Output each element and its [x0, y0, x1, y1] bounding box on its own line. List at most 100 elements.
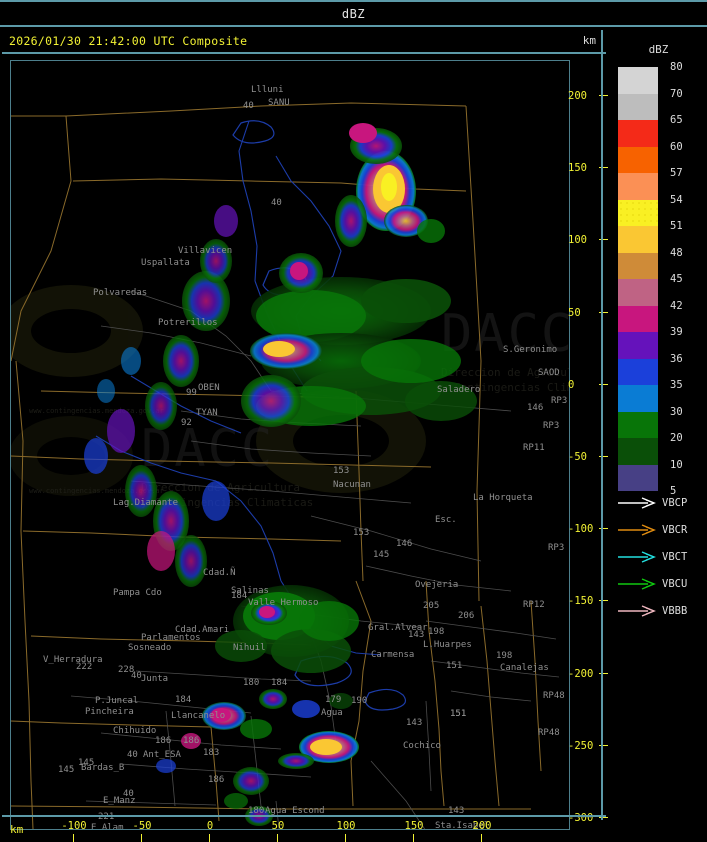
map-label: 146: [396, 539, 412, 549]
map-label: RP48: [543, 691, 565, 701]
x-axis-tick--100: -100: [54, 820, 94, 842]
dbz-swatch-45: [618, 279, 658, 306]
dbz-swatch-65: [618, 120, 658, 147]
y-axis-tick--150: -150: [568, 595, 610, 607]
vector-arrow-legend: VBCP VBCR VBCT VBCU VBBB: [610, 491, 707, 626]
map-label: 228: [118, 665, 134, 675]
arrow-icon: [618, 497, 656, 509]
dbz-swatch-35: [618, 385, 658, 412]
y-axis-tick-100: 100: [568, 234, 610, 246]
dbz-swatch-51: [618, 226, 658, 253]
map-label: RP3: [551, 396, 567, 406]
dbz-swatch-60: [618, 146, 658, 173]
map-label: 186: [155, 736, 171, 746]
arrow-legend-label: VBCR: [662, 524, 688, 536]
map-label: L.Huarpes: [423, 640, 472, 650]
map-label: 180: [248, 806, 264, 816]
map-label: 146: [527, 403, 543, 413]
x-axis-tick-200: 200: [462, 820, 502, 842]
dbz-swatch-20: [618, 438, 658, 465]
x-axis-tick--50: -50: [122, 820, 162, 842]
arrow-legend-label: VBCP: [662, 497, 688, 509]
map-label: OBEN: [198, 383, 220, 393]
dbz-label-39: 39: [670, 326, 683, 338]
map-label: Agua: [321, 708, 343, 718]
map-label: RP3: [548, 543, 564, 553]
map-label: RP48: [538, 728, 560, 738]
map-label: 183: [203, 748, 219, 758]
arrow-legend-vbcr: VBCR: [610, 518, 707, 545]
map-label: Llancanelo: [171, 711, 225, 721]
x-axis-units-label: km: [10, 823, 24, 836]
dbz-swatch-42: [618, 305, 658, 332]
arrow-legend-vbcp: VBCP: [610, 491, 707, 518]
map-label: RP3: [543, 421, 559, 431]
map-label: Pincheira: [85, 707, 134, 717]
map-label: 190: [351, 696, 367, 706]
map-label: Uspallata: [141, 258, 190, 268]
map-label: La Horquetа: [473, 493, 533, 503]
page-title: dBZ: [341, 6, 366, 21]
arrow-legend-label: VBBB: [662, 605, 688, 617]
map-label: 184: [231, 591, 247, 601]
svg-text:DACC: DACC: [441, 304, 569, 364]
radar-map-canvas[interactable]: DACC DACC Direccion de Agricultura y Con…: [11, 61, 569, 829]
map-label: Pampa Cdo: [113, 588, 162, 598]
map-label: Sta.Isabel: [435, 821, 489, 829]
radar-reflectivity-layer: [84, 123, 477, 826]
x-axis-tick-50: 50: [258, 820, 298, 842]
map-label: Canalejas: [500, 663, 549, 673]
map-label: 143: [408, 630, 424, 640]
map-label: 145: [78, 758, 94, 768]
legend-panel: dBZ 80 70 65 60 57 54 51 48 45 42 39 36 35 30 20 10 5 VB…: [610, 29, 707, 819]
map-label: 92: [181, 418, 192, 428]
map-label: E_Manz: [103, 796, 136, 806]
panel-divider: [601, 30, 603, 820]
y-axis-tick-200: 200: [568, 90, 610, 102]
y-axis-tick-50: 50: [568, 307, 610, 319]
map-label: 184: [175, 695, 191, 705]
map-label: E_Alam: [91, 823, 124, 829]
map-label: Ant_ESA: [143, 750, 182, 760]
dbz-label-65: 65: [670, 114, 683, 126]
x-axis-tick-0: 0: [190, 820, 230, 842]
map-label: 40: [243, 101, 254, 111]
dbz-label-42: 42: [670, 299, 683, 312]
y-axis-tick-0: 0: [568, 379, 610, 391]
map-label: Valle Hermoso: [248, 598, 318, 608]
dbz-swatch-36: [618, 358, 658, 385]
map-label: 151: [450, 709, 466, 719]
map-label: RP11: [523, 443, 545, 453]
map-label: 145: [373, 550, 389, 560]
map-label: 198: [496, 651, 512, 661]
map-label: SANU: [268, 98, 290, 108]
arrow-icon: [618, 524, 656, 536]
x-axis: km -100 -50 0 50 100 150 200: [2, 815, 606, 842]
map-label: 40: [127, 750, 138, 760]
dbz-label-57: 57: [670, 167, 683, 179]
arrow-icon: [618, 578, 656, 590]
dbz-label-45: 45: [670, 273, 683, 285]
x-axis-tick-100: 100: [326, 820, 366, 842]
map-label: Lag.Diamante: [113, 498, 178, 508]
svg-text:www.contingencias.mendoza.gov.: www.contingencias.mendoza.gov.ar: [29, 407, 164, 415]
arrow-legend-label: VBCT: [662, 551, 688, 563]
timestamp-bar: 2026/01/30 21:42:00 UTC Composite km: [2, 29, 606, 54]
map-label: Gral.Alvear: [368, 623, 428, 633]
window-title-bar: dBZ: [0, 0, 707, 27]
dbz-swatch-39: [618, 332, 658, 359]
dbz-swatch-30: [618, 411, 658, 438]
map-label: 206: [458, 611, 474, 621]
dbz-label-70: 70: [670, 87, 683, 100]
arrow-legend-vbbb: VBBB: [610, 599, 707, 626]
map-label: 222: [76, 662, 92, 672]
map-label: 186: [208, 775, 224, 785]
y-axis-tick--50: -50: [568, 451, 610, 463]
map-label: V_Herradura: [43, 655, 103, 665]
dbz-swatch-57: [618, 173, 658, 200]
map-label: SAOD: [538, 368, 560, 378]
radar-map-view[interactable]: DACC DACC Direccion de Agricultura y Con…: [10, 60, 570, 830]
svg-text:www.contingencias.mendoza.gov.: www.contingencias.mendoza.gov.ar: [29, 487, 164, 495]
arrow-icon: [618, 551, 656, 563]
